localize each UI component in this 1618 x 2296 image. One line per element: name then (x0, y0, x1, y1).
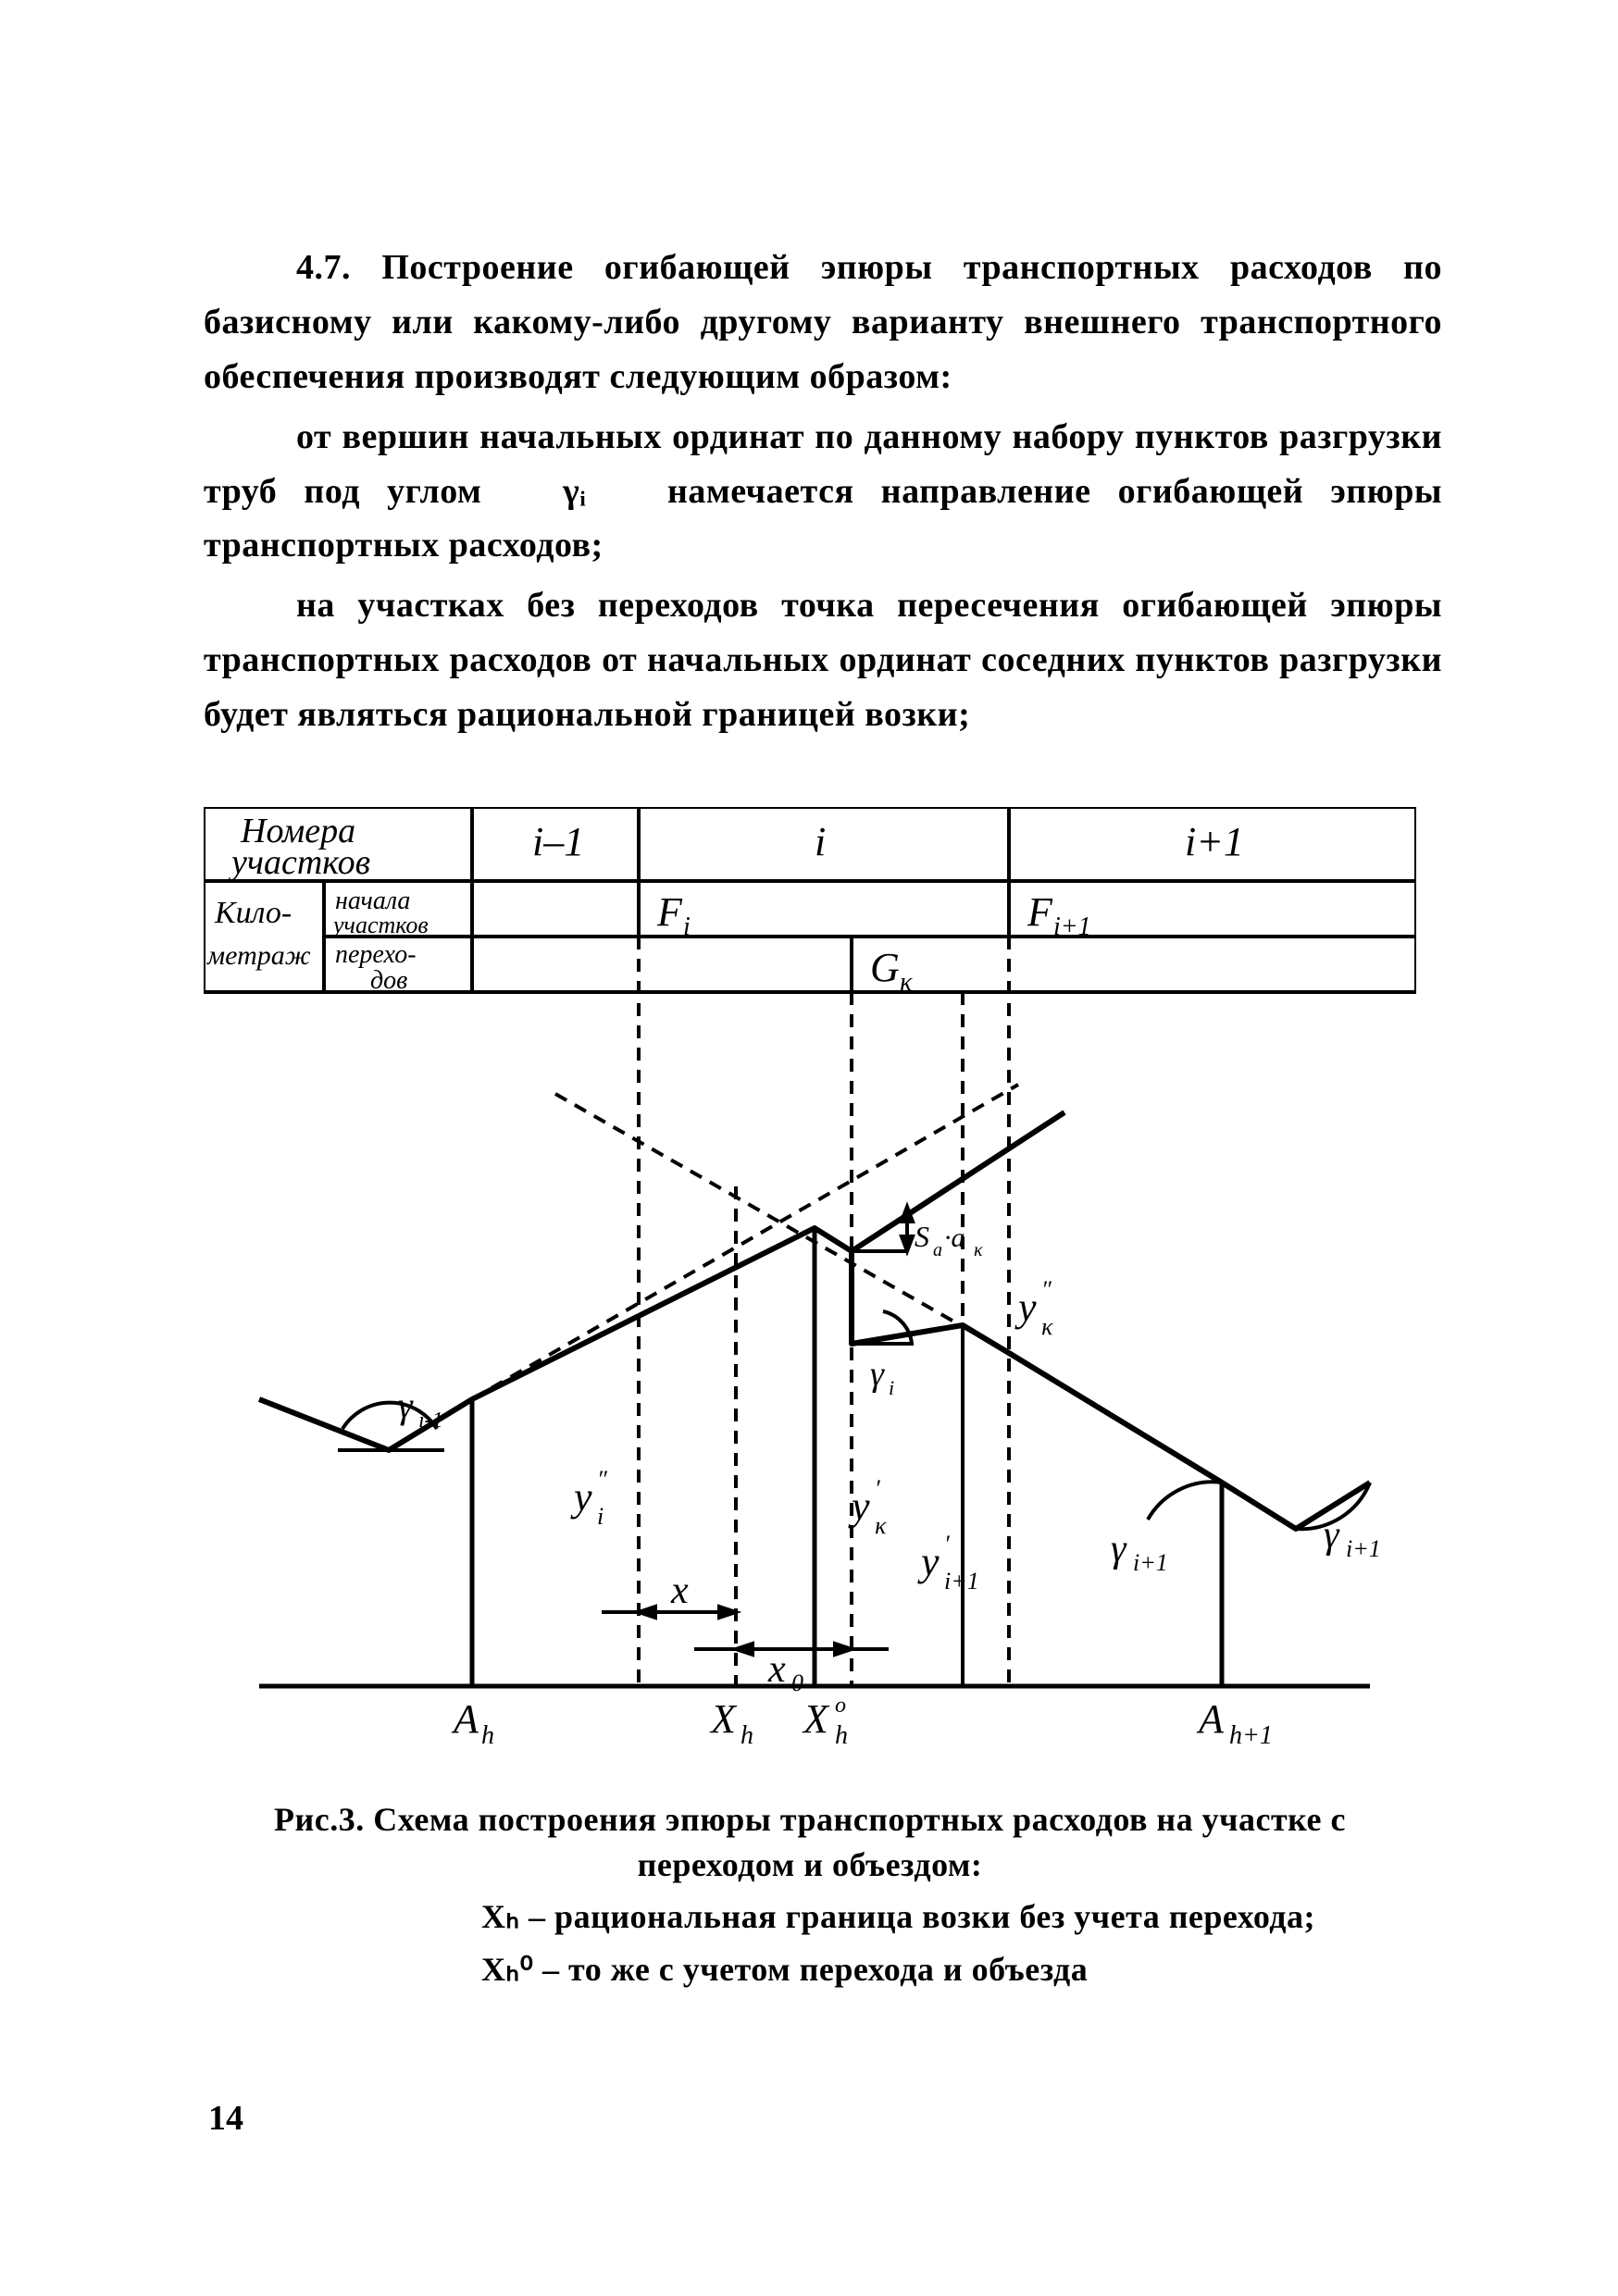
lbl-gi1b: γ (1324, 1514, 1340, 1557)
metraj: метраж (206, 940, 311, 971)
lbl-gim1: γ (398, 1384, 414, 1426)
svg-text:i+1: i+1 (1133, 1549, 1168, 1576)
body-text: 4.7. Построение огибающей эпюры транспор… (204, 241, 1442, 742)
svg-text:a: a (933, 1240, 942, 1260)
dash-fall (555, 1094, 1009, 1353)
svg-text:i+1: i+1 (944, 1568, 979, 1595)
lbl-Xh0: X (802, 1696, 830, 1742)
page: 4.7. Построение огибающей эпюры транспор… (0, 0, 1618, 2296)
col-i1: i+1 (1185, 819, 1244, 864)
svg-text:0: 0 (791, 1669, 803, 1696)
svg-text:h+1: h+1 (1229, 1721, 1273, 1750)
G-k-sub: κ (900, 968, 913, 997)
svg-text:o: o (835, 1694, 846, 1718)
svg-text:κ: κ (875, 1512, 887, 1539)
figure-3-svg: Номера участков i–1 i i+1 Кило- метраж н… (204, 807, 1416, 1751)
svg-text:κ: κ (974, 1240, 983, 1260)
dash-rt (963, 1325, 1009, 1353)
figure-3: Номера участков i–1 i i+1 Кило- метраж н… (204, 807, 1416, 1992)
col-i: i (815, 819, 826, 864)
lbl-Ah1: A (1196, 1696, 1225, 1742)
perehod2: дов (370, 966, 407, 995)
F-i-sub: i (683, 912, 691, 941)
svg-text:h: h (481, 1721, 494, 1750)
page-number: 14 (208, 2098, 243, 2139)
svg-text:i: i (889, 1376, 894, 1399)
lbl-Sa: S (915, 1220, 929, 1253)
svg-text:i: i (597, 1503, 604, 1530)
lbl-gi: γ (870, 1355, 885, 1394)
svg-text:″: ″ (1041, 1276, 1052, 1303)
caption-title: Рис.3. Схема построения эпюры транспортн… (274, 1801, 1346, 1883)
F-i: F (656, 889, 683, 935)
arc-gi1a (1148, 1482, 1222, 1520)
dim-x (602, 1607, 736, 1618)
lbl-yppi: y (570, 1474, 592, 1520)
lbl-yppk: y (1014, 1285, 1037, 1330)
lbl-ypi1: y (917, 1539, 940, 1584)
lbl-ypk: y (848, 1483, 870, 1529)
epure: γ i-1 γ i γ i+1 γ i+1 y ″ i y ″ κ y ′ κ … (259, 937, 1381, 1750)
nachala2: участков (330, 912, 429, 938)
hdr-uchastkov: участков (228, 843, 370, 882)
col-i-1: i–1 (532, 819, 584, 864)
svg-text:″: ″ (597, 1466, 608, 1493)
lbl-Xh: X (709, 1696, 738, 1742)
F-i1-sub: i+1 (1053, 912, 1091, 941)
perehod1: перехо- (335, 940, 417, 969)
dim-x0 (694, 1644, 889, 1655)
svg-text:′: ′ (875, 1475, 880, 1502)
para-4-7: 4.7. Построение огибающей эпюры транспор… (204, 241, 1442, 404)
lbl-Ah: A (451, 1696, 479, 1742)
svg-text:i-1: i-1 (418, 1409, 443, 1433)
caption-line1: Xₕ – рациональная граница возки без учет… (481, 1894, 1416, 1940)
para-3: на участках без переходов точка пересече… (204, 578, 1442, 742)
caption-line2: Xₕ⁰ – то же с учетом перехода и объезда (481, 1947, 1416, 1992)
svg-text:κ: κ (1041, 1313, 1053, 1340)
svg-text:i+1: i+1 (1346, 1535, 1381, 1562)
lbl-gi1a: γ (1111, 1528, 1127, 1570)
kilo: Кило- (214, 896, 292, 930)
svg-text:′: ′ (944, 1531, 950, 1558)
F-i1: F (1027, 889, 1053, 935)
para-2: от вершин начальных ординат по данному н… (204, 410, 1442, 574)
figure-caption: Рис.3. Схема построения эпюры транспортн… (204, 1797, 1416, 1992)
lbl-x: x (670, 1570, 689, 1612)
table: Номера участков i–1 i i+1 Кило- метраж н… (204, 807, 1416, 997)
svg-text:h: h (741, 1721, 753, 1750)
svg-text:h: h (835, 1721, 848, 1750)
lbl-x0: x (767, 1648, 786, 1691)
svg-text:·a: ·a (944, 1222, 965, 1253)
G-k: G (870, 945, 900, 990)
